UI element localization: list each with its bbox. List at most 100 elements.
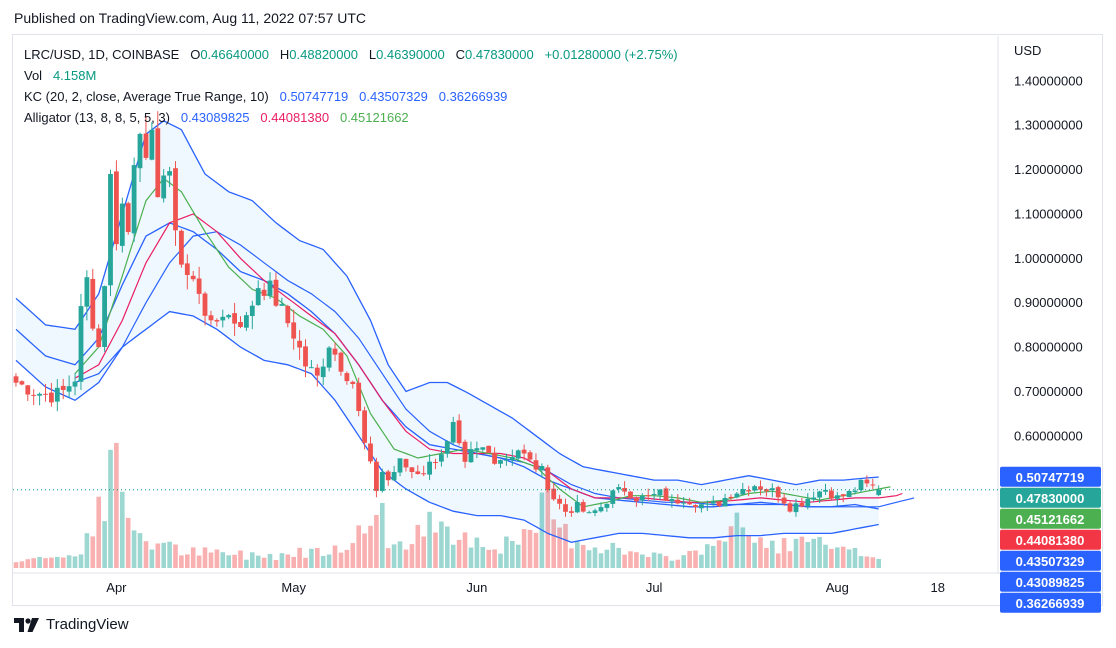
volume-bar	[840, 546, 846, 568]
volume-bar	[291, 556, 296, 568]
volume-bar	[303, 557, 308, 568]
price-axis-label	[1000, 487, 1101, 508]
volume-bar	[297, 547, 302, 568]
volume-bar	[161, 542, 166, 568]
volume-bar	[462, 532, 468, 568]
candle-body	[852, 490, 858, 493]
candle-body	[775, 487, 781, 498]
volume-bar	[563, 523, 568, 568]
candle-body	[155, 128, 161, 198]
footer-brand[interactable]: TradingView	[14, 616, 129, 633]
price-axis-label-text: 0.45121662	[1016, 512, 1085, 527]
candle-body	[663, 488, 669, 501]
candle-body	[722, 498, 728, 507]
volume-bar	[835, 547, 840, 568]
candle-body	[746, 490, 752, 492]
volume-bar	[663, 556, 669, 568]
candle-body	[279, 304, 285, 306]
volume-bar	[770, 540, 775, 568]
candle-body	[604, 503, 610, 508]
volume-bar	[13, 562, 19, 568]
candle-body	[143, 133, 149, 158]
candle-body	[303, 346, 308, 367]
x-tick-label: May	[281, 580, 306, 595]
volume-bar	[752, 542, 757, 568]
volume-bar	[155, 543, 161, 568]
candle-body	[876, 489, 882, 496]
candle-body	[415, 471, 421, 474]
candle-body	[84, 277, 90, 307]
volume-bar	[279, 553, 285, 568]
volume-bar	[510, 541, 515, 568]
volume-bar	[409, 544, 415, 568]
volume-bar	[149, 549, 155, 568]
volume-bar	[551, 519, 556, 568]
candle-body	[787, 503, 793, 512]
candle-body	[764, 489, 769, 492]
volume-bar	[699, 554, 704, 568]
volume-bar	[864, 556, 870, 568]
candle-body	[409, 467, 415, 472]
candle-body	[72, 381, 78, 387]
candle-body	[799, 502, 805, 507]
kc-middle-value: 0.43507329	[359, 89, 428, 104]
volume-bar	[309, 548, 314, 568]
candle-body	[504, 459, 509, 461]
candle-body	[96, 328, 102, 348]
volume-bar	[427, 511, 432, 568]
volume-bar	[445, 526, 450, 568]
candle-body	[114, 171, 119, 245]
candle-body	[249, 305, 255, 316]
volume-bar	[740, 527, 746, 568]
candle-body	[704, 503, 710, 505]
low-label: L	[368, 47, 377, 62]
volume-bar	[604, 549, 610, 568]
volume-bar	[610, 542, 616, 568]
volume-bar	[486, 549, 491, 568]
candle-body	[167, 171, 172, 176]
candle-body	[60, 385, 66, 390]
candle-body	[439, 454, 444, 462]
volume-bar	[19, 561, 25, 568]
volume-bar	[817, 537, 822, 568]
volume-bar	[362, 533, 367, 568]
chart-frame[interactable]	[12, 34, 1103, 606]
volume-bar	[344, 549, 350, 568]
price-axis-label-text: 0.36266939	[1016, 596, 1085, 611]
candle-body	[693, 505, 698, 508]
candle-body	[811, 497, 817, 500]
candle-body	[19, 381, 25, 385]
volume-bar	[787, 551, 793, 568]
candle-body	[190, 275, 196, 280]
alligator-lips-line	[74, 177, 891, 508]
volume-bar	[705, 544, 710, 568]
candle-body	[131, 165, 137, 234]
candle-body	[309, 367, 314, 369]
candle-body	[462, 441, 468, 462]
volume-bar	[114, 442, 119, 568]
candle-body	[716, 502, 722, 506]
x-tick-label: 18	[931, 580, 945, 595]
price-axis-label-text: 0.44081380	[1016, 533, 1085, 548]
candle-body	[196, 278, 202, 294]
candle-body	[391, 472, 397, 481]
candle-body	[734, 493, 740, 498]
candle-body	[823, 489, 828, 492]
candle-body	[740, 489, 746, 495]
candle-body	[220, 316, 226, 321]
candle-body	[468, 449, 474, 463]
candle-body	[54, 387, 60, 402]
candle-body	[137, 133, 143, 169]
candle-body	[634, 498, 639, 502]
candle-body	[834, 495, 840, 499]
candle-body	[527, 452, 533, 460]
candle-body	[498, 460, 503, 464]
candle-body	[769, 488, 775, 491]
candle-body	[49, 392, 54, 403]
kc-upper-value: 0.50747719	[279, 89, 349, 104]
volume-bar	[811, 538, 816, 568]
volume-bar	[226, 555, 231, 568]
candle-body	[858, 479, 864, 491]
candle-body	[102, 286, 107, 347]
